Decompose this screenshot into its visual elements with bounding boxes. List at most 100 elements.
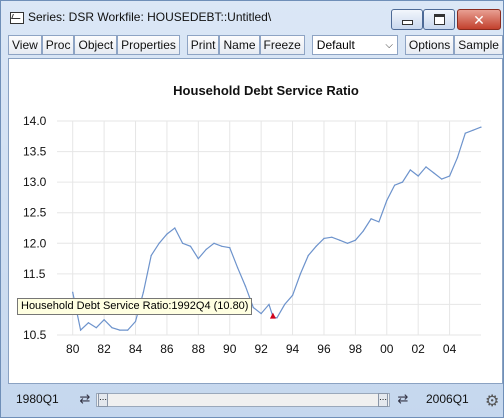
range-slider-track[interactable]: [96, 393, 390, 407]
graph-template-select[interactable]: Default ⌵: [311, 35, 398, 55]
data-point[interactable]: [441, 178, 443, 180]
data-point[interactable]: [221, 245, 223, 247]
minimize-icon: [401, 20, 413, 25]
y-tick-label: 12.5: [23, 206, 47, 220]
data-point[interactable]: [127, 329, 129, 331]
data-point[interactable]: [323, 237, 325, 239]
data-point[interactable]: [260, 313, 262, 315]
proc-button[interactable]: Proc: [41, 35, 75, 55]
properties-button[interactable]: Properties: [117, 35, 180, 55]
chart-title: Household Debt Service Ratio: [173, 83, 359, 98]
x-tick-label: 96: [317, 342, 331, 356]
data-point[interactable]: [307, 254, 309, 257]
data-point[interactable]: [480, 126, 482, 128]
data-point[interactable]: [189, 245, 192, 247]
x-tick-label: 88: [192, 342, 206, 356]
data-point[interactable]: [354, 239, 356, 241]
data-point[interactable]: [346, 242, 349, 244]
data-point[interactable]: [464, 132, 466, 134]
data-point[interactable]: [378, 221, 380, 223]
y-tick-label: 11.5: [23, 267, 46, 281]
minimize-button[interactable]: [391, 9, 423, 30]
data-point[interactable]: [362, 230, 364, 232]
x-tick-label: 02: [412, 342, 426, 356]
data-point[interactable]: [87, 322, 90, 324]
sample-button[interactable]: Sample: [454, 35, 503, 55]
x-tick-label: 04: [443, 342, 457, 356]
range-start-label: 1980Q1: [16, 392, 59, 406]
y-tick-label: 13.0: [23, 175, 47, 189]
title-bar[interactable]: Series: DSR Workfile: HOUSEDEBT::Untitle…: [1, 1, 503, 33]
close-icon: ✕: [473, 11, 485, 28]
data-point[interactable]: [299, 273, 302, 275]
data-point[interactable]: [236, 267, 239, 269]
x-tick-label: 98: [349, 342, 363, 356]
data-point[interactable]: [284, 303, 286, 306]
data-point[interactable]: [158, 242, 160, 244]
maximize-icon: [433, 14, 445, 25]
range-right-arrows-icon[interactable]: ⇄: [397, 391, 409, 406]
data-point[interactable]: [150, 254, 152, 257]
data-point[interactable]: [103, 319, 105, 321]
data-point[interactable]: [119, 329, 121, 331]
toolbar: View Proc Object Properties Print Name F…: [8, 34, 503, 56]
x-tick-label: 00: [380, 342, 394, 356]
data-point[interactable]: [197, 257, 199, 260]
data-point[interactable]: [79, 329, 82, 331]
data-point[interactable]: [229, 246, 231, 249]
data-point[interactable]: [456, 157, 459, 159]
freeze-button[interactable]: Freeze: [259, 35, 305, 55]
data-point[interactable]: [339, 239, 341, 241]
y-tick-label: 13.5: [23, 145, 47, 159]
data-point[interactable]: [205, 248, 207, 250]
data-point[interactable]: [331, 236, 333, 238]
data-point[interactable]: [134, 320, 137, 323]
data-point[interactable]: [276, 317, 278, 319]
data-point[interactable]: [174, 227, 176, 229]
highlight-marker: [269, 312, 276, 319]
data-point[interactable]: [72, 291, 74, 293]
window-title: Series: DSR Workfile: HOUSEDEBT::Untitle…: [28, 10, 272, 24]
data-point[interactable]: [315, 245, 317, 247]
range-start-handle[interactable]: ⋯: [98, 393, 108, 407]
data-point[interactable]: [370, 218, 372, 220]
data-point[interactable]: [472, 129, 474, 131]
data-point[interactable]: [166, 233, 168, 235]
graph-area: Household Debt Service Ratio 10.511.011.…: [8, 58, 503, 384]
series-points: [72, 126, 482, 331]
data-point[interactable]: [386, 199, 388, 202]
print-button[interactable]: Print: [186, 35, 220, 55]
name-button[interactable]: Name: [219, 35, 260, 55]
data-point[interactable]: [244, 285, 247, 287]
x-tick-label: 86: [160, 342, 174, 356]
data-point[interactable]: [252, 306, 254, 309]
object-button[interactable]: Object: [74, 35, 118, 55]
sample-range-bar: 1980Q1 ⇄ ⋯ ⋯ ⇄ 2006Q1 ⚙: [8, 387, 503, 413]
x-axis-ticks: 80 82 84 86 88 90 92 94 96 98 00 02 04: [66, 342, 457, 356]
close-button[interactable]: ✕: [457, 9, 501, 30]
y-tick-label: 12.0: [23, 236, 47, 250]
options-button[interactable]: Options: [404, 35, 455, 55]
view-button[interactable]: View: [8, 35, 42, 55]
data-point[interactable]: [95, 327, 97, 329]
range-left-arrows-icon[interactable]: ⇄: [79, 391, 91, 406]
data-point[interactable]: [268, 303, 270, 306]
data-point[interactable]: [425, 166, 427, 168]
data-point[interactable]: [394, 184, 396, 186]
maximize-button[interactable]: [423, 9, 455, 30]
data-point[interactable]: [291, 294, 294, 296]
data-point[interactable]: [409, 169, 411, 171]
x-tick-label: 90: [223, 342, 237, 356]
data-point[interactable]: [448, 175, 451, 177]
range-end-handle[interactable]: ⋯: [378, 393, 388, 407]
gear-icon[interactable]: ⚙: [485, 393, 500, 410]
data-point[interactable]: [433, 172, 435, 174]
data-point[interactable]: [213, 242, 215, 244]
data-point[interactable]: [417, 175, 419, 177]
data-point[interactable]: [401, 181, 404, 183]
data-point[interactable]: [111, 327, 113, 329]
data-point[interactable]: [142, 291, 144, 293]
data-point[interactable]: [182, 242, 184, 244]
y-tick-label: 14.0: [23, 114, 47, 128]
